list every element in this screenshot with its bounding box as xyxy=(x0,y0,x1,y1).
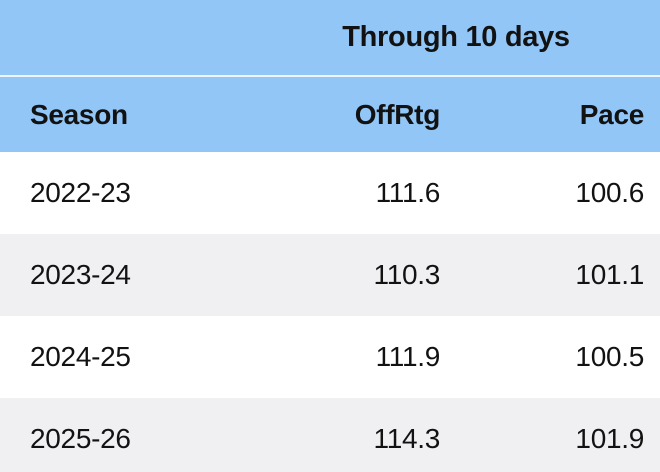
pace-cell: 101.1 xyxy=(575,259,644,290)
table-column-header-row: Season OffRtg Pace xyxy=(0,77,660,152)
table-row: 2024-25 111.9 100.5 xyxy=(0,316,660,398)
table-row: 2023-24 110.3 101.1 xyxy=(0,234,660,316)
season-cell: 2023-24 xyxy=(30,259,131,290)
season-cell: 2025-26 xyxy=(30,423,131,454)
table-row: 2022-23 111.6 100.6 xyxy=(0,152,660,234)
group-header-title: Through 10 days xyxy=(342,21,570,53)
offrtg-cell: 110.3 xyxy=(373,259,441,290)
table-row: 2025-26 114.3 101.9 xyxy=(0,398,660,472)
pace-cell: 100.5 xyxy=(575,341,644,372)
offrtg-cell: 111.9 xyxy=(375,341,441,372)
pace-cell: 101.9 xyxy=(575,423,644,454)
col-header-offrtg: OffRtg xyxy=(354,98,441,130)
col-header-pace: Pace xyxy=(579,98,645,130)
table-group-header-row: Through 10 days xyxy=(0,0,660,77)
season-cell: 2022-23 xyxy=(30,177,131,208)
offrtg-cell: 111.6 xyxy=(375,177,441,208)
offrtg-cell: 114.3 xyxy=(373,423,441,454)
pace-cell: 100.6 xyxy=(575,177,644,208)
season-cell: 2024-25 xyxy=(30,341,131,372)
col-header-season: Season xyxy=(30,98,128,130)
